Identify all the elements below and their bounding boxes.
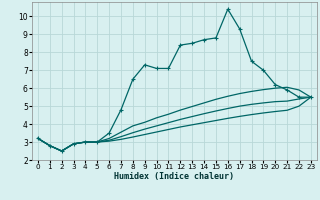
X-axis label: Humidex (Indice chaleur): Humidex (Indice chaleur) xyxy=(115,172,234,181)
